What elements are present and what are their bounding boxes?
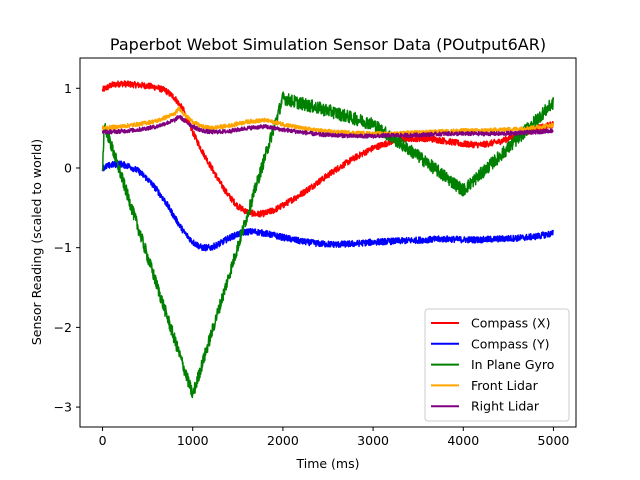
x-axis-label: Time (ms) [295,456,359,471]
y-axis-ticks: 1 0 −1 −2 −3 [54,81,80,415]
legend-box [424,308,570,422]
x-tick-label: 0 [99,433,107,448]
y-axis-label: Sensor Reading (scaled to world) [29,139,44,345]
x-tick-label: 1000 [177,433,209,448]
legend-label: Compass (Y) [471,336,550,351]
x-tick-label: 4000 [447,433,479,448]
plot-frame [79,57,577,428]
series-line-right-lidar [101,114,554,139]
x-tick-label: 2000 [267,433,299,448]
series-line-in-plane-gyro [101,91,555,399]
y-tick-label: 0 [64,160,72,175]
x-axis-ticks: 0 1000 2000 3000 4000 5000 [99,427,570,448]
y-tick-label: −3 [54,400,72,415]
series-line-compass-x [101,80,555,218]
x-tick-label: 3000 [357,433,389,448]
series-line-compass-y [101,160,554,252]
plot-series-group [101,80,555,399]
chart-legend: Compass (X) Compass (Y) In Plane Gyro Front… [424,308,570,422]
chart-title: Paperbot Webot Simulation Sensor Data (P… [110,35,546,54]
legend-label: In Plane Gyro [471,357,554,372]
series-line-front-lidar [101,106,555,137]
legend-label: Front Lidar [471,378,539,393]
x-tick-label: 5000 [538,433,570,448]
legend-label: Compass (X) [471,316,550,331]
y-tick-label: −1 [54,240,72,255]
legend-label: Right Lidar [471,399,540,414]
y-tick-label: 1 [64,81,72,96]
y-tick-label: −2 [54,320,72,335]
